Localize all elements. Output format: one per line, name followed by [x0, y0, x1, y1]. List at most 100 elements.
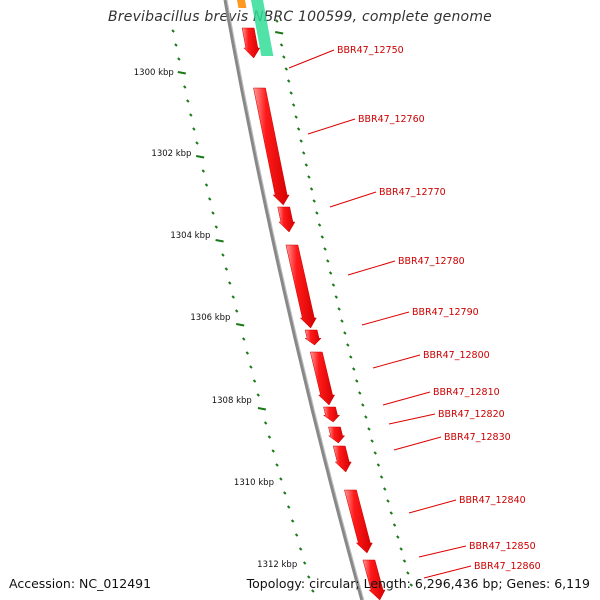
scale-tick [252, 379, 257, 383]
scale-tick [307, 575, 311, 579]
gene-label[interactable]: BBR47_12860 [474, 561, 541, 572]
scale-tick [221, 253, 225, 257]
scale-tick [228, 281, 232, 285]
gene-arrow[interactable] [309, 351, 336, 406]
gene-label-leader [347, 260, 396, 276]
gene-label[interactable]: BBR47_12770 [379, 187, 446, 198]
scale-tick [320, 235, 325, 239]
scale-tick [249, 365, 253, 369]
topology-text: Topology: circular; Length: 6,296,436 bp… [246, 576, 590, 591]
gene-arrow[interactable] [332, 445, 352, 473]
gene-label-leader [372, 354, 421, 369]
scale-tick [236, 323, 245, 327]
scale-tick [287, 79, 291, 83]
scale-tick [242, 337, 246, 341]
scale-tick [211, 211, 215, 215]
scale-tick [183, 85, 187, 89]
accession-text: Accession: NC_012491 [9, 576, 152, 591]
scale-tick [379, 475, 384, 479]
scale-tick [334, 295, 338, 299]
genome-title: Brevibacillus brevis NBRC 100599, comple… [108, 9, 492, 25]
scale-tick [309, 187, 314, 191]
scale-tick [355, 379, 359, 383]
genome-backbone [223, 0, 364, 600]
scale-tick [358, 391, 362, 395]
gene-label[interactable]: BBR47_12840 [459, 495, 526, 506]
scale-tick [195, 155, 205, 159]
feature-block[interactable] [251, 0, 274, 56]
gene-label-leader [288, 49, 335, 69]
scale-tick [364, 415, 368, 419]
gene-arrow[interactable] [277, 206, 296, 233]
gene-label[interactable]: BBR47_12850 [469, 541, 536, 552]
scale-tick [286, 505, 291, 509]
scale-tick [383, 487, 387, 491]
gene-label[interactable]: BBR47_12830 [444, 432, 511, 443]
gene-arrow[interactable] [327, 426, 346, 444]
scale-tick [245, 351, 250, 355]
scale-label: 1312 kbp [257, 560, 297, 570]
scale-tick [291, 103, 296, 107]
scale-tick [376, 463, 381, 467]
gene-label[interactable]: BBR47_12750 [337, 45, 404, 56]
scale-tick [267, 435, 272, 439]
scale-tick [279, 477, 283, 481]
scale-label: 1306 kbp [190, 313, 230, 323]
scale-tick [224, 267, 229, 271]
gene-label[interactable]: BBR47_12760 [358, 114, 425, 125]
gene-label[interactable]: BBR47_12790 [412, 307, 479, 318]
scale-tick [406, 571, 410, 575]
gene-label[interactable]: BBR47_12820 [438, 409, 505, 420]
feature-block[interactable] [237, 0, 247, 8]
scale-tick [290, 519, 295, 523]
scale-tick [234, 309, 239, 313]
scale-tick [271, 449, 275, 453]
scale-label: 1304 kbp [170, 231, 210, 241]
scale-tick [192, 127, 196, 131]
scale-tick [294, 533, 299, 537]
gene-arrow[interactable] [362, 559, 386, 600]
scale-tick [331, 283, 336, 287]
scale-tick [392, 523, 397, 527]
scale-tick [323, 247, 327, 251]
scale-tick [311, 589, 315, 593]
gene-arrow[interactable] [344, 489, 373, 554]
scale-tick [214, 225, 218, 229]
gene-label[interactable]: BBR47_12780 [398, 256, 465, 267]
gene-label-leader [423, 565, 472, 579]
scale-tick [275, 19, 279, 23]
scale-tick [373, 451, 377, 455]
gene-label[interactable]: BBR47_12800 [423, 350, 490, 361]
scale-tick [275, 463, 279, 467]
gene-arrow[interactable] [322, 406, 341, 423]
gene-arrow[interactable] [241, 27, 261, 59]
scale-tick [177, 57, 181, 61]
scale-tick [396, 535, 400, 539]
scale-tick [302, 561, 307, 565]
scale-tick [204, 183, 209, 187]
scale-tick [307, 175, 311, 179]
scale-tick [231, 295, 235, 299]
scale-tick [289, 91, 293, 95]
scale-tick [367, 427, 371, 431]
scale-tick [402, 559, 407, 563]
scale-tick [346, 343, 350, 347]
scale-tick [283, 491, 287, 495]
scale-tick [299, 139, 303, 143]
genome-backbone-highlight [226, 0, 365, 600]
gene-arrow[interactable] [285, 244, 317, 329]
gene-arrow[interactable] [253, 87, 290, 206]
scale-label: 1302 kbp [151, 149, 191, 159]
scale-tick [274, 31, 284, 35]
scale-tick [257, 407, 267, 411]
gene-label[interactable]: BBR47_12810 [433, 387, 500, 398]
scale-tick [263, 421, 268, 425]
scale-tick [282, 55, 286, 59]
gene-label-leader [382, 391, 431, 406]
scale-tick [409, 583, 413, 587]
gene-arrow[interactable] [304, 329, 322, 346]
scale-label: 1310 kbp [234, 478, 274, 488]
scale-tick [389, 511, 393, 515]
scale-tick [352, 367, 356, 371]
